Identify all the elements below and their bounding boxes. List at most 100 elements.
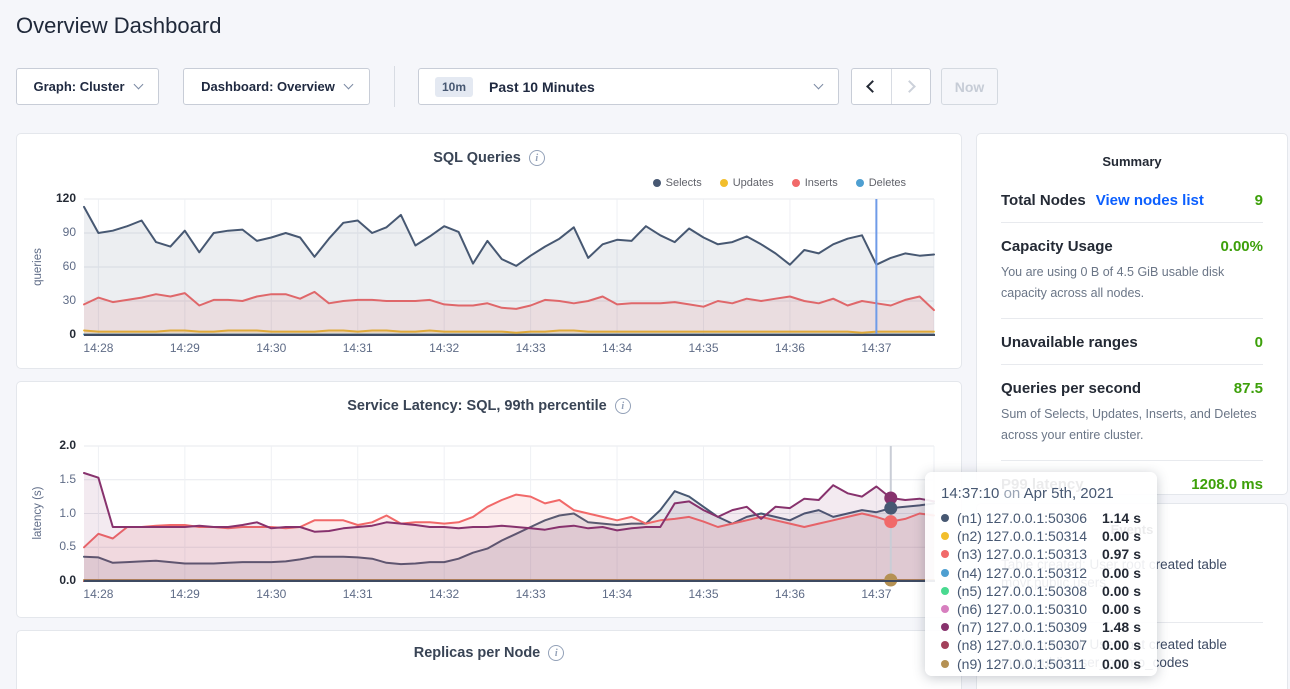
y-tick-label: 1.0 — [34, 506, 76, 520]
summary-card: Summary Total Nodes View nodes list 9 Ca… — [976, 133, 1288, 495]
chevron-down-icon — [814, 80, 824, 90]
node-address: (n1) 127.0.0.1:50306 — [957, 510, 1102, 526]
node-latency-unit: s — [1133, 565, 1141, 581]
node-latency-unit: s — [1133, 637, 1141, 653]
y-tick-label: 2.0 — [34, 438, 76, 452]
legend-label: Selects — [666, 177, 702, 189]
x-tick-label: 14:34 — [592, 587, 642, 601]
node-color-dot-icon — [941, 641, 949, 649]
y-tick-label: 30 — [34, 293, 76, 307]
capacity-usage-label: Capacity Usage — [1001, 238, 1113, 255]
qps-value: 87.5 — [1234, 380, 1263, 397]
legend-item-updates[interactable]: Updates — [720, 177, 774, 189]
sql-queries-legend: Selects Updates Inserts Deletes — [653, 177, 906, 189]
replicas-title-row: Replicas per Node i — [16, 645, 962, 661]
x-tick-label: 14:35 — [678, 587, 728, 601]
x-tick-label: 14:32 — [419, 587, 469, 601]
total-nodes-value: 9 — [1255, 192, 1263, 209]
node-address: (n8) 127.0.0.1:50307 — [957, 637, 1102, 653]
node-latency-unit: s — [1133, 546, 1141, 562]
node-latency-value: 1.14 — [1102, 510, 1129, 526]
tooltip-node-row: (n6) 127.0.0.1:503100.00s — [941, 600, 1141, 618]
y-tick-label: 1.5 — [34, 472, 76, 486]
dashboard-dropdown[interactable]: Dashboard: Overview — [183, 68, 370, 105]
node-latency-value: 0.97 — [1102, 546, 1129, 562]
node-color-dot-icon — [941, 587, 949, 595]
x-tick-label: 14:31 — [333, 341, 383, 355]
time-range-label: Past 10 Minutes — [489, 79, 595, 95]
tooltip-node-row: (n4) 127.0.0.1:503120.00s — [941, 564, 1141, 582]
graph-dropdown[interactable]: Graph: Cluster — [16, 68, 159, 105]
node-latency-unit: s — [1133, 601, 1141, 617]
chevron-left-icon — [866, 80, 879, 93]
node-latency-value: 0.00 — [1102, 656, 1129, 672]
tooltip-node-row: (n9) 127.0.0.1:503110.00s — [941, 655, 1141, 673]
tooltip-node-row: (n2) 127.0.0.1:503140.00s — [941, 527, 1141, 545]
x-tick-label: 14:30 — [246, 587, 296, 601]
capacity-usage-caption: You are using 0 B of 4.5 GiB usable disk… — [1001, 262, 1263, 318]
tooltip-timestamp: 14:37:10 on Apr 5th, 2021 — [941, 485, 1141, 502]
node-address: (n4) 127.0.0.1:50312 — [957, 565, 1102, 581]
y-tick-label: 90 — [34, 225, 76, 239]
x-tick-label: 14:33 — [506, 587, 556, 601]
node-address: (n6) 127.0.0.1:50310 — [957, 601, 1102, 617]
node-address: (n3) 127.0.0.1:50313 — [957, 546, 1102, 562]
node-latency-value: 1.48 — [1102, 619, 1129, 635]
tooltip-node-row: (n7) 127.0.0.1:503091.48s — [941, 618, 1141, 636]
x-tick-label: 14:34 — [592, 341, 642, 355]
summary-row-total-nodes: Total Nodes View nodes list 9 — [1001, 177, 1263, 222]
x-tick-label: 14:33 — [506, 341, 556, 355]
y-tick-label: 0.5 — [34, 539, 76, 553]
latency-x-axis-line — [84, 580, 935, 582]
qps-label: Queries per second — [1001, 380, 1141, 397]
prev-time-button[interactable] — [852, 69, 891, 104]
x-tick-label: 14:29 — [160, 341, 210, 355]
info-icon[interactable]: i — [548, 645, 564, 661]
graph-dropdown-label: Graph: Cluster — [33, 79, 124, 94]
time-step-buttons — [851, 68, 931, 105]
x-tick-label: 14:37 — [851, 341, 901, 355]
node-latency-value: 0.00 — [1102, 565, 1129, 581]
tooltip-node-row: (n8) 127.0.0.1:503070.00s — [941, 636, 1141, 654]
node-color-dot-icon — [941, 532, 949, 540]
node-latency-value: 0.00 — [1102, 601, 1129, 617]
unavailable-ranges-label: Unavailable ranges — [1001, 334, 1138, 351]
node-address: (n9) 127.0.0.1:50311 — [957, 656, 1102, 672]
legend-item-deletes[interactable]: Deletes — [856, 177, 906, 189]
p99-latency-value: 1208.0 ms — [1191, 476, 1263, 493]
total-nodes-label: Total Nodes — [1001, 192, 1086, 209]
legend-dot-icon — [720, 179, 728, 187]
time-range-picker[interactable]: 10m Past 10 Minutes — [418, 68, 839, 105]
page-title: Overview Dashboard — [16, 13, 221, 39]
now-button[interactable]: Now — [941, 68, 998, 105]
legend-label: Updates — [733, 177, 774, 189]
y-tick-label: 60 — [34, 259, 76, 273]
node-address: (n7) 127.0.0.1:50309 — [957, 619, 1102, 635]
info-icon[interactable]: i — [529, 150, 545, 166]
tooltip-node-row: (n1) 127.0.0.1:503061.14s — [941, 509, 1141, 527]
view-nodes-list-link[interactable]: View nodes list — [1096, 192, 1204, 209]
y-tick-label: 0 — [34, 327, 76, 341]
legend-dot-icon — [792, 179, 800, 187]
info-icon[interactable]: i — [615, 398, 631, 414]
next-time-button[interactable] — [891, 69, 931, 104]
node-latency-unit: s — [1133, 583, 1141, 599]
x-tick-label: 14:36 — [765, 341, 815, 355]
legend-item-inserts[interactable]: Inserts — [792, 177, 838, 189]
node-address: (n5) 127.0.0.1:50308 — [957, 583, 1102, 599]
legend-item-selects[interactable]: Selects — [653, 177, 702, 189]
capacity-usage-value: 0.00% — [1220, 238, 1263, 255]
x-tick-label: 14:35 — [678, 341, 728, 355]
node-latency-value: 0.00 — [1102, 528, 1129, 544]
x-tick-label: 14:29 — [160, 587, 210, 601]
node-color-dot-icon — [941, 550, 949, 558]
legend-label: Deletes — [869, 177, 906, 189]
node-latency-unit: s — [1133, 656, 1141, 672]
node-latency-value: 0.00 — [1102, 637, 1129, 653]
y-tick-label: 120 — [34, 191, 76, 205]
node-color-dot-icon — [941, 569, 949, 577]
legend-dot-icon — [856, 179, 864, 187]
sql-queries-title: SQL Queries — [433, 150, 521, 166]
legend-label: Inserts — [805, 177, 838, 189]
node-color-dot-icon — [941, 514, 949, 522]
